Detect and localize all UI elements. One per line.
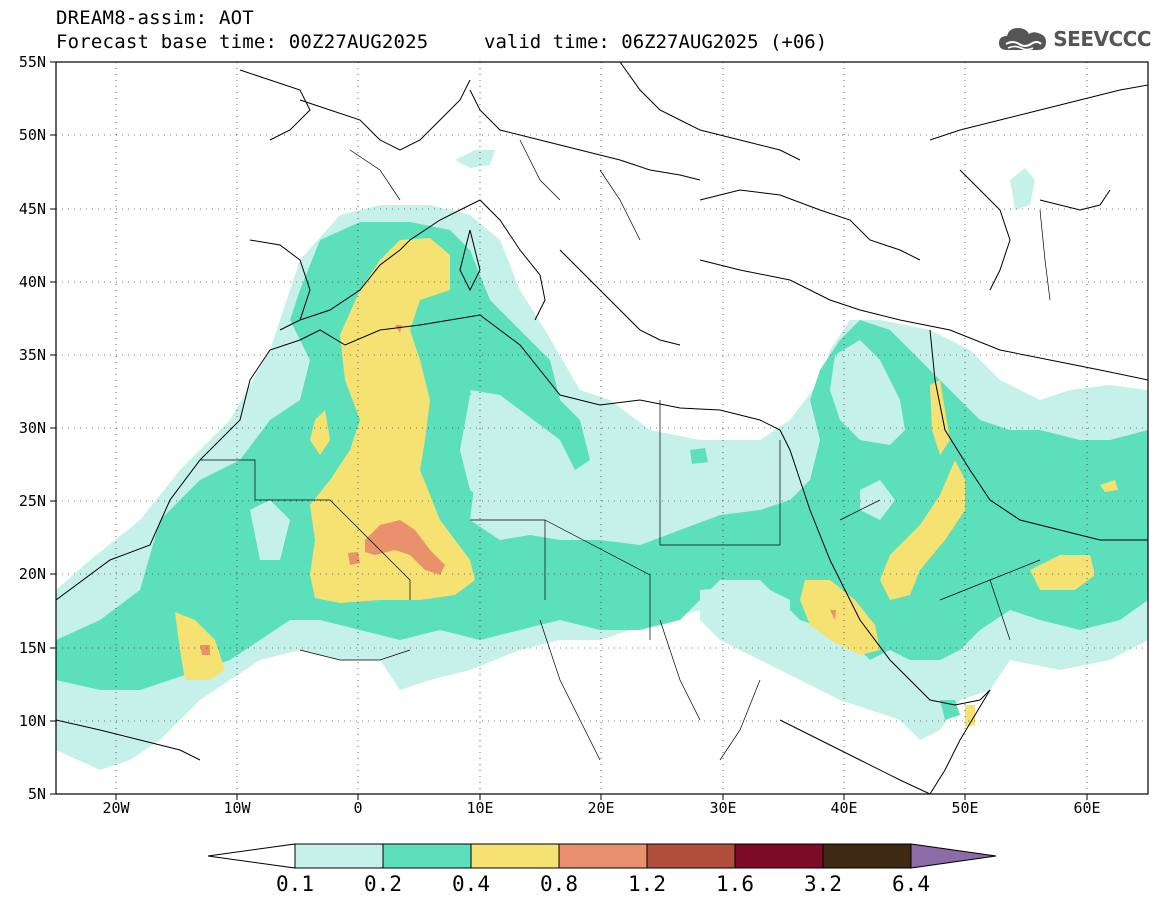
tick-marks: [50, 61, 1088, 800]
lon-label: 10W: [223, 799, 251, 817]
lat-label: 10N: [19, 712, 46, 730]
colorbar-label: 0.2: [364, 872, 402, 896]
lat-label: 55N: [19, 53, 46, 71]
lon-label: 10E: [466, 799, 493, 817]
coastlines-layer: [56, 62, 1148, 794]
lat-label: 5N: [28, 785, 46, 803]
lon-axis-labels: 20W 10W 0 10E 20E 30E 40E 50E 60E: [102, 799, 1100, 817]
colorbar-label: 3.2: [804, 872, 842, 896]
lat-label: 25N: [19, 492, 46, 510]
aot-band-holes: [250, 340, 905, 660]
lon-label: 20W: [102, 799, 130, 817]
lat-label: 45N: [19, 200, 46, 218]
colorbar-segment: [734, 843, 824, 869]
forecast-base-time: Forecast base time: 00Z27AUG2025: [56, 31, 429, 53]
lon-label: 50E: [951, 799, 978, 817]
aot-band-0.4-0.8: [175, 238, 1118, 727]
colorbar-segment: [294, 843, 384, 869]
valid-time: valid time: 06Z27AUG2025 (+06): [484, 31, 828, 53]
colorbar-label: 1.2: [628, 872, 666, 896]
colorbar-segment: [382, 843, 472, 869]
colorbar-segment: [470, 843, 560, 869]
lon-label: 30E: [709, 799, 736, 817]
colorbar-label: 0.1: [276, 872, 314, 896]
lon-label: 20E: [587, 799, 614, 817]
borders-layer: [200, 139, 1051, 761]
lon-label: 60E: [1073, 799, 1100, 817]
lon-label: 40E: [830, 799, 857, 817]
colorbar-label: 6.4: [892, 872, 930, 896]
colorbar-label: 1.6: [716, 872, 754, 896]
logo-text: SEEVCCC: [1053, 27, 1151, 51]
lon-label: 0: [353, 799, 362, 817]
lat-axis-labels: 55N 50N 45N 40N 35N 30N 25N 20N 15N 10N …: [19, 53, 46, 803]
colorbar-segment: [822, 843, 912, 869]
cloud-icon: [999, 28, 1047, 51]
aot-field-layer: [56, 150, 1148, 770]
lat-label: 20N: [19, 565, 46, 583]
colorbar-segment: [558, 843, 648, 869]
colorbar-segment: [646, 843, 736, 869]
lat-label: 50N: [19, 126, 46, 144]
lat-label: 40N: [19, 273, 46, 291]
lat-label: 15N: [19, 639, 46, 657]
chart-title: DREAM8-assim: AOT: [56, 7, 254, 29]
colorbar-label: 0.4: [452, 872, 490, 896]
colorbar-segment-under: [207, 843, 296, 869]
lat-label: 35N: [19, 346, 46, 364]
lat-label: 30N: [19, 419, 46, 437]
colorbar: 0.1 0.2 0.4 0.8 1.2 1.6 3.2 6.4: [207, 843, 997, 896]
graticule-layer: [56, 62, 1148, 794]
seevccc-logo: SEEVCCC: [997, 24, 1151, 54]
colorbar-label: 0.8: [540, 872, 578, 896]
colorbar-segment-over: [910, 843, 997, 869]
